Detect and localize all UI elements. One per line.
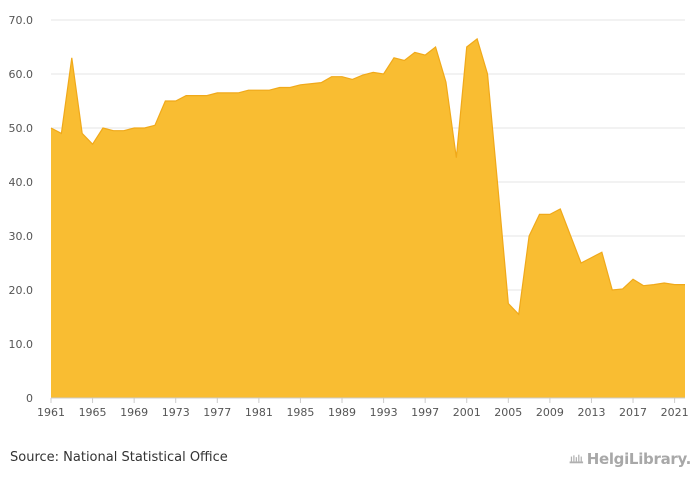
x-tick-label: 2021 xyxy=(661,406,689,419)
data-point[interactable] xyxy=(495,184,501,190)
data-point[interactable] xyxy=(131,125,137,131)
data-point[interactable] xyxy=(194,93,200,99)
x-tick-label: 1977 xyxy=(203,406,231,419)
y-tick-label: 20.0 xyxy=(9,284,34,297)
data-point[interactable] xyxy=(266,87,272,93)
data-point[interactable] xyxy=(173,98,179,104)
data-point[interactable] xyxy=(661,280,667,286)
data-point[interactable] xyxy=(142,125,148,131)
data-point[interactable] xyxy=(121,128,127,134)
data-point[interactable] xyxy=(651,282,657,288)
data-point[interactable] xyxy=(381,71,387,77)
data-point[interactable] xyxy=(214,90,220,96)
data-point[interactable] xyxy=(568,233,574,239)
data-point[interactable] xyxy=(339,74,345,80)
x-tick-label: 2017 xyxy=(619,406,647,419)
data-point[interactable] xyxy=(640,283,646,289)
data-point[interactable] xyxy=(536,211,542,217)
data-point[interactable] xyxy=(287,85,293,91)
x-tick-label: 2013 xyxy=(577,406,605,419)
x-tick-label: 1985 xyxy=(286,406,314,419)
x-tick-label: 1965 xyxy=(79,406,107,419)
data-point[interactable] xyxy=(79,130,85,136)
data-point[interactable] xyxy=(245,87,251,93)
data-point[interactable] xyxy=(110,128,116,134)
data-point[interactable] xyxy=(162,98,168,104)
data-point[interactable] xyxy=(526,233,532,239)
y-tick-label: 50.0 xyxy=(9,122,34,135)
y-tick-label: 60.0 xyxy=(9,68,34,81)
data-point[interactable] xyxy=(100,125,106,131)
data-point[interactable] xyxy=(297,82,303,88)
data-point[interactable] xyxy=(329,74,335,80)
x-tick-label: 1961 xyxy=(37,406,65,419)
x-tick-label: 2005 xyxy=(494,406,522,419)
data-point[interactable] xyxy=(578,260,584,266)
x-tick-label: 1981 xyxy=(245,406,273,419)
data-point[interactable] xyxy=(360,72,366,78)
data-point[interactable] xyxy=(682,282,688,288)
helgi-library-logo[interactable]: HelgiLibrary. xyxy=(569,448,691,470)
data-point[interactable] xyxy=(204,93,210,99)
data-point[interactable] xyxy=(370,69,376,75)
data-point[interactable] xyxy=(256,87,262,93)
data-point[interactable] xyxy=(599,249,605,255)
data-point[interactable] xyxy=(318,80,324,86)
data-point[interactable] xyxy=(557,206,563,212)
data-point[interactable] xyxy=(349,76,355,82)
data-point[interactable] xyxy=(69,55,75,61)
data-point[interactable] xyxy=(588,255,594,261)
data-point[interactable] xyxy=(433,44,439,50)
data-point[interactable] xyxy=(401,58,407,64)
x-tick-label: 1969 xyxy=(120,406,148,419)
data-point[interactable] xyxy=(422,52,428,58)
data-point[interactable] xyxy=(516,311,522,317)
data-point[interactable] xyxy=(443,79,449,85)
data-point[interactable] xyxy=(308,81,314,87)
data-point[interactable] xyxy=(235,90,241,96)
data-point[interactable] xyxy=(547,211,553,217)
x-tick-label: 2009 xyxy=(536,406,564,419)
x-tick-label: 1973 xyxy=(162,406,190,419)
data-point[interactable] xyxy=(225,90,231,96)
series-line xyxy=(50,37,685,316)
y-tick-label: 30.0 xyxy=(9,230,34,243)
data-point[interactable] xyxy=(453,155,459,161)
data-point[interactable] xyxy=(152,122,158,128)
x-tick-label: 2001 xyxy=(453,406,481,419)
x-tick-label: 1997 xyxy=(411,406,439,419)
y-tick-label: 10.0 xyxy=(9,338,34,351)
data-point[interactable] xyxy=(474,36,480,42)
data-point[interactable] xyxy=(620,286,626,292)
x-tick-label: 1993 xyxy=(370,406,398,419)
data-point[interactable] xyxy=(609,287,615,293)
axes: 0 10.0 20.0 30.0 40.0 50.0 60.0 70.0 1961 1965 196… xyxy=(9,14,689,419)
data-point[interactable] xyxy=(672,282,678,288)
brand-name: HelgiLibrary. xyxy=(586,450,692,468)
data-point[interactable] xyxy=(58,130,64,136)
source-caption: Source: National Statistical Office xyxy=(10,450,228,465)
data-point[interactable] xyxy=(90,141,96,147)
y-tick-label: 0 xyxy=(26,392,33,405)
area-chart: 0 10.0 20.0 30.0 40.0 50.0 60.0 70.0 1961 1965 196… xyxy=(9,14,689,419)
data-point[interactable] xyxy=(412,49,418,55)
data-point[interactable] xyxy=(630,276,636,282)
area-series[interactable] xyxy=(51,38,685,399)
data-point[interactable] xyxy=(183,93,189,99)
x-tick-label: 1989 xyxy=(328,406,356,419)
data-point[interactable] xyxy=(391,55,397,61)
data-point[interactable] xyxy=(48,125,54,131)
library-building-icon xyxy=(569,454,584,464)
data-point[interactable] xyxy=(485,71,491,77)
data-point[interactable] xyxy=(464,44,470,50)
area-series-group xyxy=(48,36,688,399)
data-point[interactable] xyxy=(277,85,283,91)
y-tick-label: 70.0 xyxy=(9,14,34,27)
data-point[interactable] xyxy=(505,301,511,307)
y-tick-label: 40.0 xyxy=(9,176,34,189)
